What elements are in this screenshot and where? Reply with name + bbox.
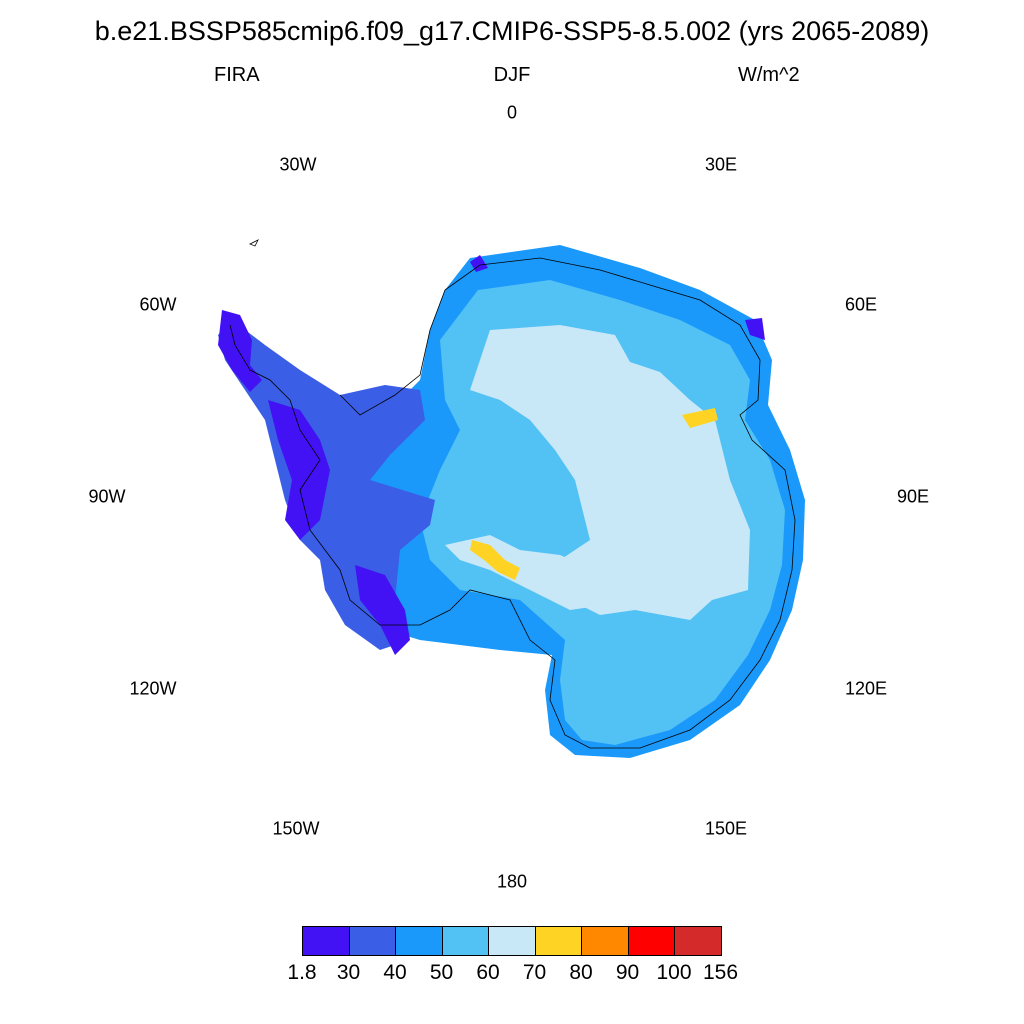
units-label: W/m^2 bbox=[738, 64, 800, 86]
field-hot-spot-1 bbox=[682, 408, 718, 428]
colorbar-swatch bbox=[348, 926, 396, 956]
colorbar-label: 30 bbox=[336, 961, 361, 984]
colorbar-label: 50 bbox=[429, 961, 454, 984]
colorbar-swatch bbox=[441, 926, 489, 956]
season-label: DJF bbox=[493, 64, 531, 86]
lon-label-90e: 90E bbox=[896, 486, 930, 507]
lon-label-60e: 60E bbox=[844, 294, 878, 315]
lon-label-120w: 120W bbox=[129, 678, 177, 699]
lon-label-30w: 30W bbox=[279, 154, 317, 175]
lon-label-150w: 150W bbox=[272, 818, 320, 839]
colorbar-label: 60 bbox=[476, 961, 500, 984]
variable-label: FIRA bbox=[214, 64, 260, 86]
colorbar-swatch bbox=[674, 926, 722, 956]
field-coast-dark-5 bbox=[470, 255, 488, 272]
field-coast-dark-2 bbox=[268, 400, 330, 540]
colorbar-label: 80 bbox=[569, 961, 593, 984]
colorbar-swatch bbox=[627, 926, 675, 956]
colorbar-swatch bbox=[488, 926, 536, 956]
colorbar-label: 90 bbox=[615, 961, 640, 984]
field-hot-spot-2 bbox=[470, 540, 520, 580]
colorbar-swatch bbox=[302, 926, 350, 956]
colorbar-label: 70 bbox=[522, 961, 547, 984]
colorbar-swatch bbox=[395, 926, 443, 956]
lon-label-0: 0 bbox=[506, 102, 518, 123]
field-coast-dark-3 bbox=[355, 565, 410, 655]
field-coast-dark-4 bbox=[745, 318, 765, 340]
colorbar-label: 40 bbox=[383, 961, 407, 984]
coastline bbox=[229, 257, 796, 749]
lon-label-120e: 120E bbox=[844, 678, 888, 699]
island-outline bbox=[249, 239, 259, 247]
lon-label-150e: 150E bbox=[704, 818, 748, 839]
lon-label-180: 180 bbox=[496, 871, 528, 892]
colorbar-swatch bbox=[534, 926, 582, 956]
field-plateau bbox=[470, 325, 750, 620]
colorbar-label: 156 bbox=[702, 961, 739, 984]
colorbar-swatch bbox=[581, 926, 629, 956]
colorbar-label: 100 bbox=[656, 961, 692, 984]
field-coast-dark-1 bbox=[218, 310, 262, 392]
lon-label-60w: 60W bbox=[139, 294, 177, 315]
colorbar-label: 1.8 bbox=[287, 961, 317, 984]
plot-title: b.e21.BSSP585cmip6.f09_g17.CMIP6-SSP5-8.… bbox=[94, 16, 930, 46]
lon-label-90w: 90W bbox=[88, 486, 126, 507]
lon-label-30e: 30E bbox=[704, 154, 738, 175]
